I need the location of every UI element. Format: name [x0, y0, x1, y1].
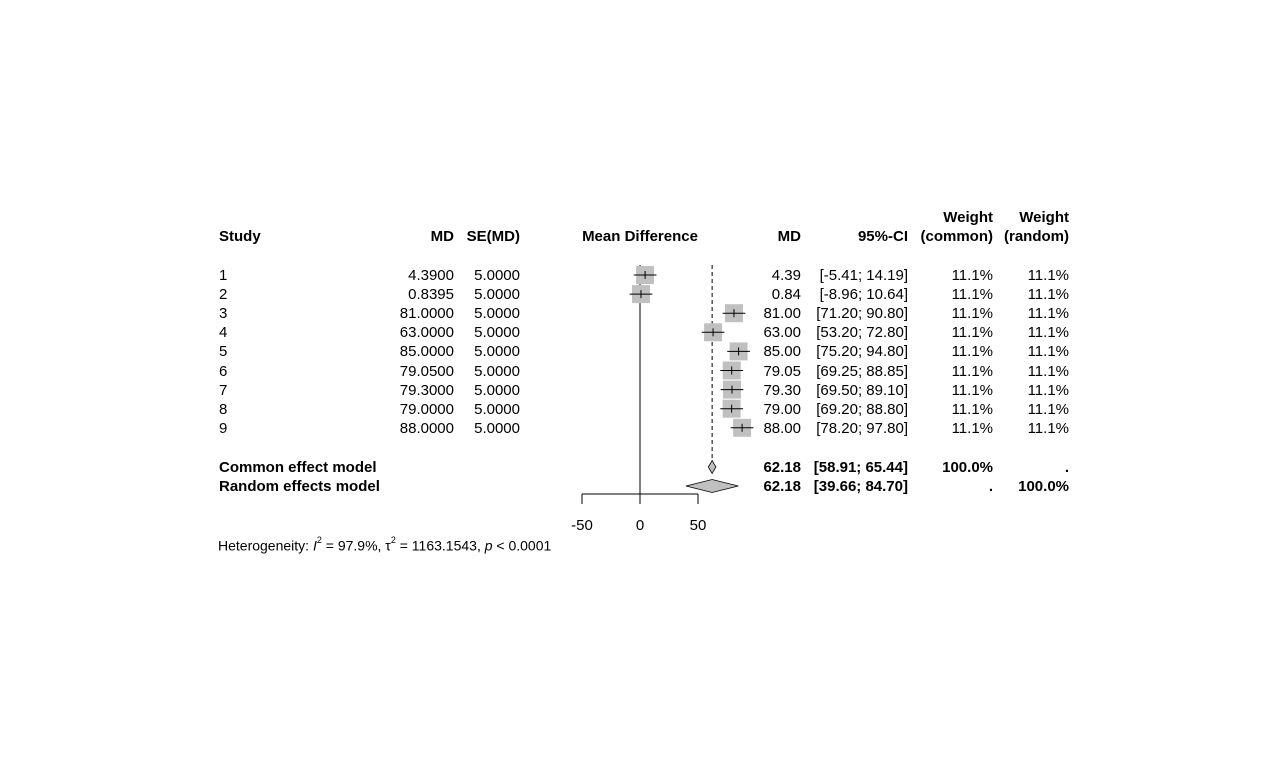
study-weight-random: 11.1%	[1027, 400, 1069, 418]
tau-symbol: τ	[385, 537, 391, 554]
header-weight-random-sub: (random)	[1004, 228, 1069, 245]
study-md-estimate: 79.30	[763, 381, 801, 399]
study-se: 5.0000	[474, 400, 520, 418]
study-weight-common: 11.1%	[951, 343, 993, 361]
study-weight-random: 11.1%	[1027, 381, 1069, 399]
study-id: 5	[219, 343, 228, 361]
study-weight-common: 11.1%	[951, 324, 993, 342]
study-weight-random: 11.1%	[1027, 267, 1069, 284]
header-se: SE(MD)	[466, 228, 520, 245]
study-ci: [-5.41; 14.19]	[819, 267, 908, 284]
study-md: 0.8395	[408, 286, 454, 304]
study-weight-random: 11.1%	[1027, 324, 1069, 342]
study-ci: [78.20; 97.80]	[816, 419, 908, 437]
study-weight-common: 11.1%	[951, 381, 993, 399]
x-axis-tick-label: -50	[571, 517, 593, 534]
study-ci: [53.20; 72.80]	[816, 324, 908, 342]
x-axis-tick-label: 50	[690, 517, 707, 534]
study-ci: [69.50; 89.10]	[816, 381, 908, 399]
study-md: 79.0000	[399, 400, 454, 418]
p-symbol: p	[484, 537, 493, 554]
study-md-estimate: 81.00	[763, 305, 801, 323]
heterogeneity-note: Heterogeneity: I2 = 97.9%, τ2 = 1163.154…	[218, 535, 552, 554]
study-ci: [69.20; 88.80]	[816, 400, 908, 418]
study-md: 81.0000	[399, 305, 454, 323]
random-effects-ci: [39.66; 84.70]	[813, 478, 908, 495]
header-weight-common-sub: (common)	[920, 228, 994, 245]
study-md-estimate: 79.05	[763, 362, 801, 380]
study-md-estimate: 4.39	[771, 267, 801, 284]
study-md: 63.0000	[399, 324, 454, 342]
common-effect-label: Common effect model	[219, 459, 377, 476]
header-mean-difference: Mean Difference	[582, 228, 698, 245]
study-md-estimate: 79.00	[763, 400, 801, 418]
study-md-estimate: 88.00	[763, 419, 801, 437]
study-se: 5.0000	[474, 419, 520, 437]
study-se: 5.0000	[474, 267, 520, 284]
header-study: Study	[219, 228, 261, 245]
random-effects-md: 62.18	[763, 478, 801, 495]
study-md-estimate: 0.84	[771, 286, 801, 304]
study-ci: [71.20; 90.80]	[816, 305, 908, 323]
study-weight-random: 11.1%	[1027, 419, 1069, 437]
study-weight-random: 11.1%	[1027, 343, 1069, 361]
study-id: 6	[219, 362, 228, 380]
random-effects-weight-random: 100.0%	[1018, 478, 1069, 495]
study-se: 5.0000	[474, 381, 520, 399]
heterogeneity-prefix: Heterogeneity:	[218, 537, 313, 554]
study-se: 5.0000	[474, 362, 520, 380]
random-effects-diamond	[685, 479, 739, 493]
study-ci: [-8.96; 10.64]	[819, 286, 908, 304]
study-weight-common: 11.1%	[951, 286, 993, 304]
random-effects-label: Random effects model	[219, 478, 380, 495]
x-axis-tick-label: 0	[636, 517, 644, 534]
study-id: 2	[219, 286, 228, 304]
p-value: < 0.0001	[492, 537, 552, 554]
study-se: 5.0000	[474, 324, 520, 342]
study-id: 4	[219, 324, 228, 342]
study-id: 1	[219, 267, 228, 284]
i2-symbol: I	[312, 537, 317, 554]
study-weight-random: 11.1%	[1027, 286, 1069, 304]
header-weight-common: Weight	[943, 209, 993, 226]
study-weight-common: 11.1%	[951, 400, 993, 418]
study-weight-common: 11.1%	[951, 419, 993, 437]
study-id: 8	[219, 400, 228, 418]
tau-value: = 1163.1543,	[395, 537, 485, 554]
common-effect-weight-random: .	[1064, 459, 1069, 476]
common-effect-diamond	[707, 459, 717, 475]
study-se: 5.0000	[474, 286, 520, 304]
common-effect-md: 62.18	[763, 459, 801, 476]
header-ci: 95%-CI	[857, 228, 908, 245]
study-weight-common: 11.1%	[951, 305, 993, 323]
study-md: 79.0500	[399, 362, 454, 380]
common-effect-ci: [58.91; 65.44]	[813, 459, 908, 476]
study-weight-random: 11.1%	[1027, 362, 1069, 380]
study-ci: [75.20; 94.80]	[816, 343, 908, 361]
study-md-estimate: 63.00	[763, 324, 801, 342]
study-md: 88.0000	[399, 419, 454, 437]
header-md: MD	[430, 228, 454, 245]
study-weight-common: 11.1%	[951, 362, 993, 380]
study-id: 9	[219, 419, 228, 437]
study-md: 79.3000	[399, 381, 454, 399]
study-se: 5.0000	[474, 305, 520, 323]
study-weight-common: 11.1%	[951, 267, 993, 284]
common-effect-weight-common: 100.0%	[942, 459, 993, 476]
study-md: 4.3900	[408, 267, 454, 284]
study-weight-random: 11.1%	[1027, 305, 1069, 323]
random-effects-weight-common: .	[988, 478, 993, 495]
i2-value: = 97.9%,	[321, 537, 386, 554]
study-id: 3	[219, 305, 228, 323]
header-weight-random: Weight	[1019, 209, 1069, 226]
header-md-estimate: MD	[777, 228, 801, 245]
study-ci: [69.25; 88.85]	[816, 362, 908, 380]
study-id: 7	[219, 381, 228, 399]
study-md-estimate: 85.00	[763, 343, 801, 361]
study-se: 5.0000	[474, 343, 520, 361]
study-md: 85.0000	[399, 343, 454, 361]
